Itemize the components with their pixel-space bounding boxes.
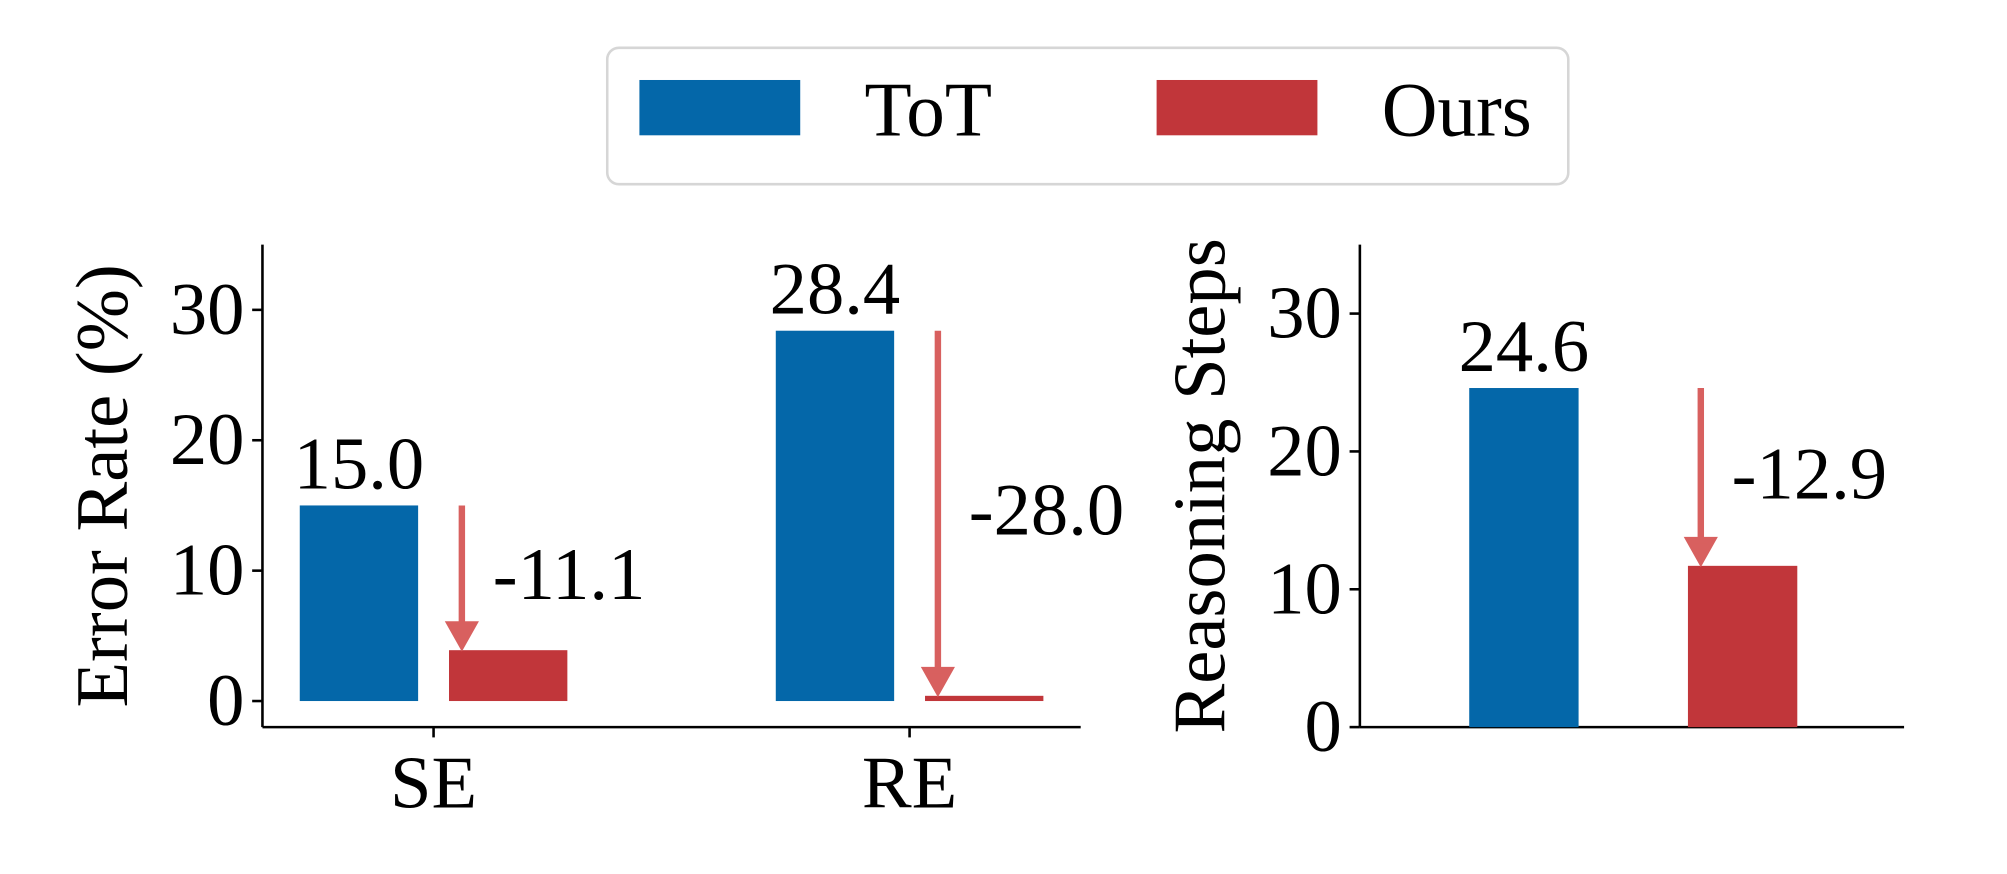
y-axis-label: Reasoning Steps: [1159, 238, 1241, 733]
change-label: -28.0: [969, 470, 1124, 552]
value-label: 28.4: [770, 249, 901, 331]
bar: [449, 650, 568, 702]
y-tick-label: 0: [1305, 686, 1342, 768]
bar: [1687, 565, 1798, 728]
legend-swatch: [639, 79, 801, 136]
change-label: -12.9: [1732, 433, 1887, 515]
y-tick-label: 20: [170, 399, 245, 481]
bar: [299, 505, 419, 702]
y-tick-label: 10: [1267, 548, 1342, 630]
y-tick-label: 20: [1267, 410, 1342, 492]
y-tick-label: 30: [1267, 273, 1342, 355]
change-label: -11.1: [493, 534, 646, 616]
legend-label: Ours: [1382, 67, 1532, 153]
x-tick-label: RE: [862, 743, 957, 825]
bar: [775, 330, 895, 702]
legend-swatch: [1156, 79, 1318, 136]
bar: [1469, 388, 1579, 728]
legend-box: [605, 46, 1570, 186]
y-tick-label: 30: [170, 269, 245, 351]
value-label: 24.6: [1459, 306, 1590, 388]
change-arrow: [920, 330, 955, 698]
x-tick-label: SE: [390, 743, 477, 825]
change-arrow: [1683, 388, 1718, 568]
value-label: 15.0: [294, 423, 425, 505]
y-axis-label: Error Rate (%): [62, 264, 144, 707]
change-arrow: [444, 505, 479, 652]
bar: [925, 695, 1044, 702]
y-tick-label: 10: [170, 530, 245, 612]
legend-label: ToT: [865, 67, 993, 153]
y-tick-label: 0: [207, 660, 244, 742]
